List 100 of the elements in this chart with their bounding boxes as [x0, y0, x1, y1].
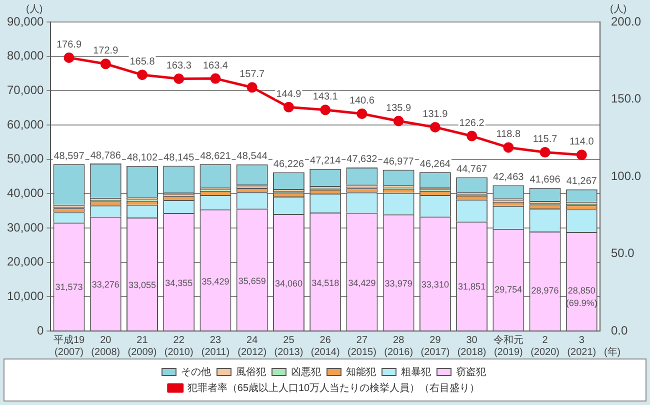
data-label: 34,355	[165, 278, 193, 288]
data-label: 144.9	[276, 88, 302, 100]
data-label: 33,310	[421, 279, 449, 290]
y-tick-label: 30,000	[7, 220, 44, 234]
total-label: 41,267	[566, 176, 598, 188]
data-label: 165.8	[130, 56, 156, 68]
x-tick-label: 23 (2011)	[201, 334, 230, 358]
total-label: 48,621	[200, 150, 232, 162]
point	[356, 108, 368, 120]
point	[576, 150, 587, 160]
x-tick-label: 20 (2008)	[91, 334, 120, 358]
x-tick-label: 2 (2020)	[530, 334, 560, 358]
data-label: 143.1	[312, 92, 338, 103]
point	[100, 58, 111, 70]
total-label: 46,977	[383, 156, 414, 168]
total-label: 46,226	[273, 159, 304, 170]
point	[430, 122, 440, 132]
data-label: 33,055	[128, 280, 156, 290]
x-tick-label: 28 (2016)	[384, 334, 414, 358]
data-label: 34,518	[312, 278, 340, 288]
data-label: 163.3	[166, 60, 192, 72]
legend-label: 知能犯	[346, 366, 376, 378]
y-tick-label: 10,000	[7, 288, 44, 303]
point	[174, 73, 184, 84]
y-axis-title: (人)	[26, 4, 43, 15]
total-label: 47,214	[310, 156, 342, 167]
x-tick-label: 25 (2013)	[274, 334, 304, 358]
point	[320, 104, 331, 116]
data-label: 115.7	[532, 134, 558, 145]
point	[64, 52, 74, 63]
x-axis-title: (年)	[604, 346, 621, 358]
x-tick-label: 26 (2014)	[310, 334, 340, 358]
y-tick-label: 90,000	[7, 14, 44, 28]
total-label: 44,767	[456, 164, 488, 176]
data-label: 34,060	[274, 278, 302, 288]
y2-tick-label: 200.0	[610, 14, 642, 28]
legend-label: 粗暴犯	[401, 366, 431, 378]
data-label: 172.9	[93, 46, 119, 57]
y2-tick-label: 150.0	[610, 92, 642, 106]
data-label: 114.0	[570, 136, 594, 148]
total-label: 48,786	[90, 150, 122, 162]
data-label: 126.2	[459, 118, 485, 129]
total-label: 48,145	[164, 152, 195, 164]
data-label: 29,754	[494, 284, 522, 294]
y2-tick-label: 0.0	[610, 323, 628, 338]
y-tick-label: 50,000	[7, 152, 44, 166]
point	[283, 102, 294, 112]
y2-tick-label: 100.0	[610, 168, 642, 183]
y-tick-label: 80,000	[7, 48, 44, 63]
point	[137, 70, 148, 80]
data-label: 140.6	[349, 96, 375, 107]
total-label: 47,632	[346, 154, 378, 166]
total-label: 48,102	[126, 152, 158, 164]
point	[466, 130, 478, 142]
x-tick-label: 21 (2009)	[128, 334, 157, 358]
y-tick-label: 70,000	[7, 82, 44, 97]
point	[503, 142, 514, 153]
point	[210, 73, 221, 84]
x-tick-label: 29 (2017)	[420, 334, 450, 358]
data-label: 31,573	[55, 282, 83, 292]
y-tick-label: 0	[37, 323, 44, 338]
x-tick-label: 3 (2021)	[567, 334, 596, 358]
y-tick-label: 40,000	[7, 186, 44, 200]
legend-label: 犯罪者率（65歳以上人口10万人当たりの検挙人員）（右目盛り）	[187, 382, 480, 394]
data-label: 131.9	[422, 108, 448, 120]
legend-label: その他	[181, 366, 211, 378]
data-label: 35,659	[238, 276, 266, 286]
data-label: 157.7	[240, 69, 266, 80]
data-label: 33,276	[92, 279, 120, 290]
total-label: 46,264	[420, 158, 451, 170]
data-label: 163.4	[202, 60, 228, 72]
legend-label: 窃盗犯	[456, 366, 486, 378]
y2-tick-label: 50.0	[610, 246, 635, 260]
legend-label: 風俗犯	[236, 366, 266, 378]
data-label: 31,851	[458, 281, 486, 292]
x-tick-label: 令和元 (2019)	[493, 334, 524, 358]
x-tick-label: 30 (2018)	[457, 334, 486, 358]
x-tick-label: 27 (2015)	[348, 334, 376, 358]
data-label: 28,976	[531, 285, 559, 296]
x-tick-label: 24 (2012)	[238, 334, 267, 358]
data-label: 35,429	[202, 276, 230, 287]
data-label: 34,429	[348, 278, 376, 288]
y-tick-label: 60,000	[7, 117, 44, 132]
point	[393, 116, 404, 126]
y2-axis-title: (人)	[610, 4, 627, 15]
total-label: 48,597	[54, 150, 85, 162]
x-tick-label: 平成19 (2007)	[53, 334, 86, 358]
data-label: 176.9	[56, 39, 82, 50]
point	[246, 82, 258, 93]
total-label: 41,696	[530, 174, 561, 186]
data-label: 118.8	[496, 129, 521, 140]
y-tick-label: 20,000	[7, 254, 44, 269]
legend-label: 凶悪犯	[291, 366, 321, 378]
data-label: 135.9	[386, 102, 412, 114]
data-label: 28,850	[568, 286, 596, 296]
data-label: 33,979	[384, 278, 412, 289]
x-tick-label: 22 (2010)	[164, 334, 194, 358]
total-label: 48,544	[236, 151, 268, 162]
total-label: 42,463	[493, 172, 524, 183]
point	[540, 146, 550, 158]
